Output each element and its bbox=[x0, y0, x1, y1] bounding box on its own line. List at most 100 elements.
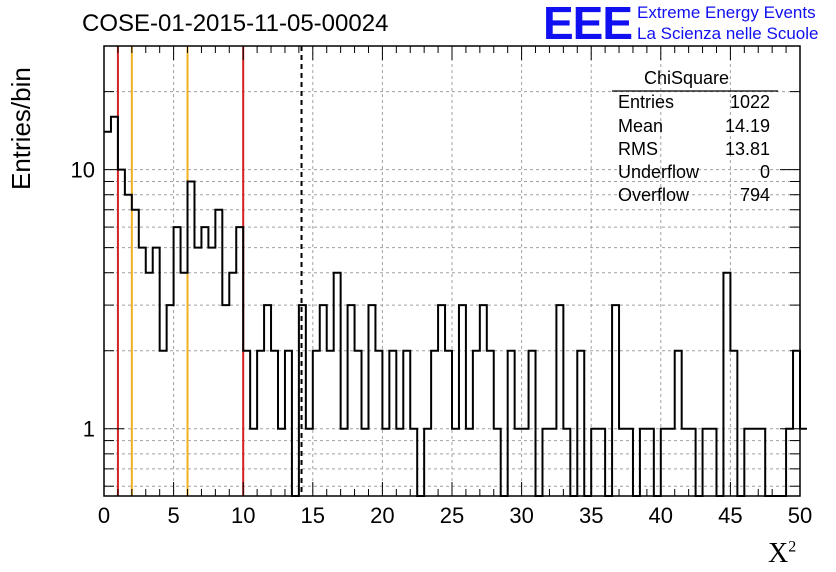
histogram-bin bbox=[522, 429, 529, 496]
histogram-bin bbox=[278, 429, 285, 496]
stats-value-underflow: 0 bbox=[759, 162, 770, 182]
stats-value-mean: 14.19 bbox=[724, 116, 770, 136]
histogram-bin bbox=[730, 351, 737, 496]
axis-ticks bbox=[103, 45, 801, 496]
histogram-bin bbox=[445, 351, 452, 496]
x-tick-label: 30 bbox=[509, 503, 533, 528]
histogram-bin bbox=[194, 248, 201, 496]
histogram-bin bbox=[271, 351, 278, 496]
histogram-bin bbox=[368, 305, 375, 496]
stats-label-entries: Entries bbox=[618, 92, 675, 112]
histogram-bin bbox=[487, 351, 494, 496]
histogram-bin bbox=[362, 429, 369, 496]
histogram-bin bbox=[515, 429, 522, 496]
histogram-bin bbox=[438, 305, 445, 496]
histogram-bin bbox=[494, 429, 501, 496]
stats-label-underflow: Underflow bbox=[618, 162, 700, 182]
histogram-bin bbox=[793, 351, 800, 496]
histogram-bin bbox=[139, 248, 146, 496]
histogram-bin bbox=[222, 305, 229, 496]
histogram-bin bbox=[313, 351, 320, 496]
histogram-bin bbox=[382, 429, 389, 496]
x-tick-label: 15 bbox=[301, 503, 325, 528]
stats-value-overflow: 794 bbox=[739, 185, 770, 205]
x-tick-label: 25 bbox=[440, 503, 464, 528]
histogram-bin bbox=[591, 429, 598, 496]
histogram-bin bbox=[563, 429, 570, 496]
histogram-bin bbox=[341, 429, 348, 496]
histogram-bin bbox=[529, 351, 536, 496]
histogram-bin bbox=[334, 273, 341, 496]
histogram-bin bbox=[153, 248, 160, 496]
histogram-bin bbox=[758, 429, 765, 496]
histogram-bin bbox=[111, 117, 118, 496]
stats-label-rms: RMS bbox=[618, 139, 658, 159]
histogram-bin bbox=[424, 429, 431, 496]
histogram-bin bbox=[508, 351, 515, 496]
histogram-bin bbox=[389, 351, 396, 496]
logo-text-line-2: La Scienza nelle Scuole bbox=[637, 24, 819, 43]
x-tick-label: 35 bbox=[579, 503, 603, 528]
x-tick-label: 40 bbox=[649, 503, 673, 528]
histogram-bin bbox=[215, 210, 222, 496]
histogram-bin bbox=[118, 170, 125, 496]
histogram-bin bbox=[132, 210, 139, 496]
histogram-bin bbox=[327, 351, 334, 496]
histogram-bin bbox=[751, 429, 758, 496]
histogram-bin bbox=[661, 429, 668, 496]
y-tick-labels: 1 10 bbox=[71, 158, 95, 442]
y-tick-label: 10 bbox=[71, 158, 95, 183]
histogram-bin bbox=[473, 351, 480, 496]
histogram-bin bbox=[236, 227, 243, 496]
stats-box-title: ChiSquare bbox=[644, 68, 730, 88]
histogram-bin bbox=[243, 351, 250, 496]
histogram-outline bbox=[104, 115, 807, 497]
histogram-bin bbox=[167, 305, 174, 496]
logo-text-line-1: Extreme Energy Events bbox=[637, 3, 816, 22]
histogram-bin bbox=[431, 351, 438, 496]
histogram-bin bbox=[619, 429, 626, 496]
histogram-bin bbox=[306, 429, 313, 496]
histogram-bin bbox=[689, 429, 696, 496]
histogram-bin bbox=[355, 351, 362, 496]
histogram-bin bbox=[612, 305, 619, 496]
chart-title: COSE-01-2015-11-05-00024 bbox=[82, 10, 389, 37]
histogram-bin bbox=[125, 195, 132, 496]
histogram-bin bbox=[640, 429, 647, 496]
x-tick-label: 45 bbox=[718, 503, 742, 528]
x-axis-label: X2 bbox=[768, 538, 796, 570]
stats-value-rms: 13.81 bbox=[724, 139, 770, 159]
histogram-bin bbox=[375, 351, 382, 496]
y-axis-label: Entries/bin bbox=[6, 67, 36, 190]
histogram-bin bbox=[188, 181, 195, 496]
histogram-bin bbox=[710, 429, 717, 496]
histogram-bin bbox=[181, 273, 188, 496]
histogram-bin bbox=[577, 351, 584, 496]
histogram-bin bbox=[556, 305, 563, 496]
histogram-bin bbox=[675, 351, 682, 496]
histogram-bin bbox=[598, 429, 605, 496]
histogram-bin bbox=[549, 429, 556, 496]
histogram-bin bbox=[264, 305, 271, 496]
histogram-bin bbox=[257, 351, 264, 496]
histogram-bin bbox=[466, 429, 473, 496]
histogram-bin bbox=[396, 429, 403, 496]
histogram-bin bbox=[320, 305, 327, 496]
x-tick-label: 20 bbox=[370, 503, 394, 528]
x-tick-label: 50 bbox=[788, 503, 812, 528]
histogram-bin bbox=[452, 429, 459, 496]
histogram-bin bbox=[201, 227, 208, 496]
histogram-bin bbox=[208, 248, 215, 496]
histogram-bin bbox=[682, 429, 689, 496]
histogram-bin bbox=[146, 273, 153, 496]
histogram-bin bbox=[410, 429, 417, 496]
histogram-bin bbox=[723, 273, 730, 496]
x-axis-label-base: X bbox=[768, 538, 789, 569]
stats-label-overflow: Overflow bbox=[618, 185, 690, 205]
eee-logo: EEE bbox=[543, 0, 633, 49]
histogram-bin bbox=[703, 429, 710, 496]
histogram-bin bbox=[174, 227, 181, 496]
stats-value-entries: 1022 bbox=[729, 92, 770, 112]
histogram-bin bbox=[104, 132, 111, 496]
